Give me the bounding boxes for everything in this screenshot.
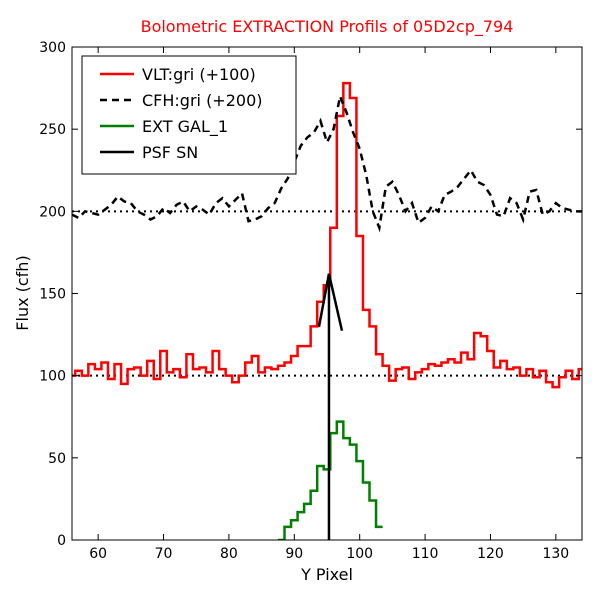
y-tick-label: 150 [39, 287, 66, 303]
y-tick-label: 300 [39, 40, 66, 56]
x-tick-label: 80 [220, 546, 238, 562]
series-line-0 [72, 81, 582, 389]
y-tick-label: 200 [39, 204, 66, 220]
y-tick-label: 100 [39, 369, 66, 385]
y-axis-label: Flux (cfh) [13, 255, 32, 330]
psf-arrow-head [317, 273, 344, 332]
x-tick-label: 120 [477, 546, 504, 562]
legend-label: VLT:gri (+100) [142, 65, 256, 84]
x-tick-label: 60 [89, 546, 107, 562]
legend-label: EXT GAL_1 [142, 117, 228, 137]
x-tick-label: 70 [155, 546, 173, 562]
chart-title: Bolometric EXTRACTION Profils of 05D2cp_… [141, 17, 514, 37]
x-tick-label: 130 [542, 546, 569, 562]
legend-label: CFH:gri (+200) [142, 91, 263, 110]
legend-box [81, 55, 297, 175]
plot-area [72, 81, 582, 540]
series-line-2 [277, 420, 383, 540]
x-axis-label: Y Pixel [300, 565, 353, 584]
x-tick-label: 90 [285, 546, 303, 562]
y-tick-label: 50 [48, 451, 66, 467]
axes: 60 70 80 90 100 110 120 130 0 50 100 150 200 250 300 [39, 40, 582, 562]
x-tick-label: 110 [412, 546, 439, 562]
series-line-1 [72, 91, 582, 233]
y-tick-label: 0 [57, 533, 66, 549]
legend: VLT:gri (+100) CFH:gri (+200) EXT GAL_1 PSF… [81, 55, 297, 175]
y-tick-label: 250 [39, 122, 66, 138]
x-tick-label: 100 [346, 546, 373, 562]
legend-label: PSF SN [142, 143, 198, 162]
